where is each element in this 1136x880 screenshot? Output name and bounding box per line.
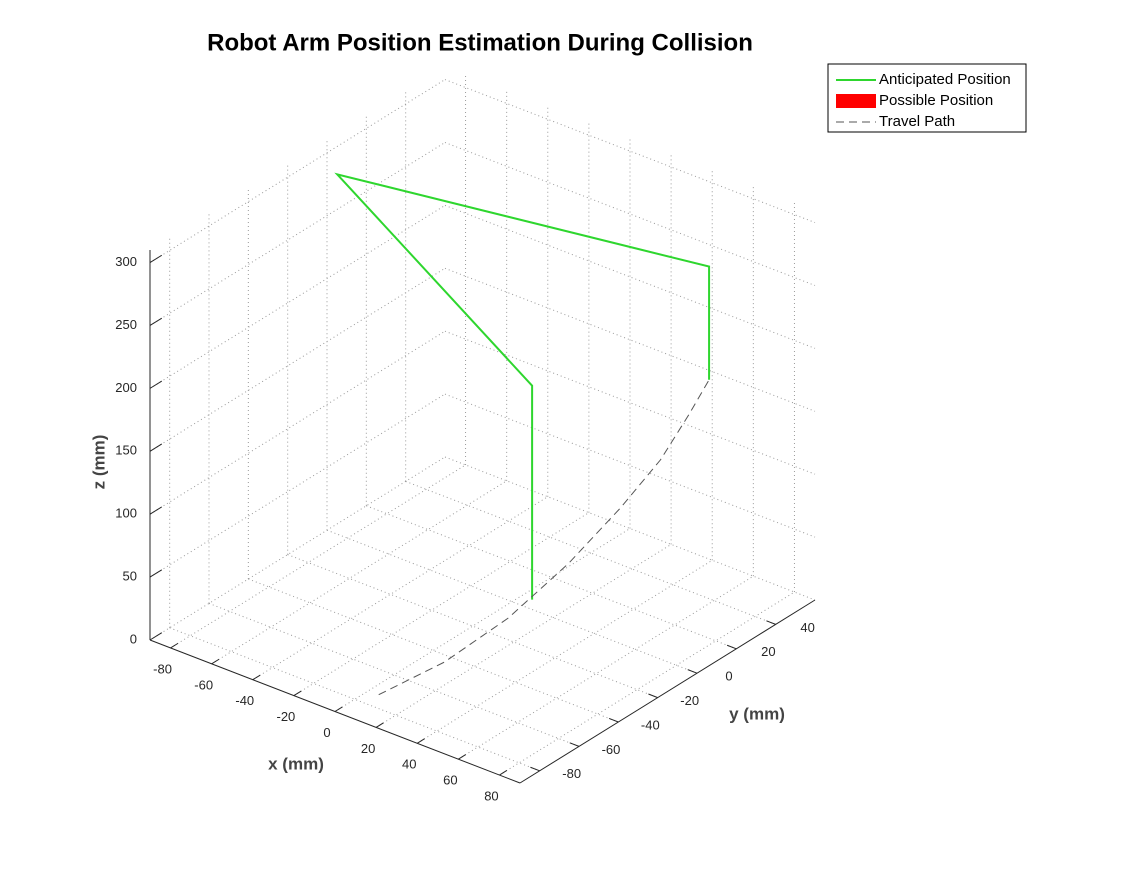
z-tick-label: 250 [115,317,137,332]
legend-label: Possible Position [879,92,993,109]
x-tick-label: -60 [194,677,213,692]
z-tick [149,254,163,264]
x-tick [375,722,384,728]
y-tick [687,669,698,674]
y-axis [519,599,816,784]
z-tick-label: 0 [130,631,137,646]
legend-label: Travel Path [879,113,955,130]
z-tick [149,380,163,389]
y-tick [648,693,658,699]
y-tick [766,620,776,625]
x-tick [416,738,425,744]
z-tick [149,632,163,641]
z-tick-label: 50 [123,569,137,584]
x-tick [293,690,302,697]
x-tick [170,642,179,649]
x-tick-label: 80 [484,788,498,803]
x-tick [252,674,261,681]
x-tick-label: 20 [361,741,375,756]
x-tick [458,754,466,760]
y-axis-label: y (mm) [729,704,785,723]
y-tick-label: 20 [761,644,775,659]
x-tick-label: 0 [323,725,330,740]
y-tick [726,644,737,650]
z-tick [149,443,163,452]
z-tick-label: 200 [115,380,137,395]
chart-title: Robot Arm Position Estimation During Col… [207,29,753,56]
y-tick-label: -40 [641,717,660,732]
x-tick [499,770,508,776]
z-tick-label: 150 [115,443,137,458]
y-tick-label: -20 [680,693,699,708]
y-tick-label: 0 [725,669,732,684]
z-tick-label: 300 [115,254,137,269]
x-tick-label: 40 [402,757,416,772]
x-tick [334,706,343,712]
x-axis-label: x (mm) [268,754,324,773]
y-tick [569,742,580,747]
legend: Anticipated Position Possible Position Tra… [827,63,1027,133]
z-tick-label: 100 [115,506,137,521]
y-tick [530,766,540,772]
x-tick-label: -40 [235,693,254,708]
y-tick-label: -80 [562,766,581,781]
x-tick [211,658,220,665]
z-axis-label: z (mm) [89,435,108,490]
x-tick-label: -80 [153,661,172,676]
y-tick-label: -60 [602,742,621,757]
legend-swatch [836,94,876,108]
x-tick-label: -20 [276,709,295,724]
legend-label: Anticipated Position [879,71,1011,88]
z-tick [149,569,163,578]
series-line [334,172,711,600]
z-tick [149,506,163,515]
z-tick [149,317,163,326]
y-tick [608,717,619,723]
y-tick-label: 40 [800,620,814,635]
x-tick-label: 60 [443,773,457,788]
